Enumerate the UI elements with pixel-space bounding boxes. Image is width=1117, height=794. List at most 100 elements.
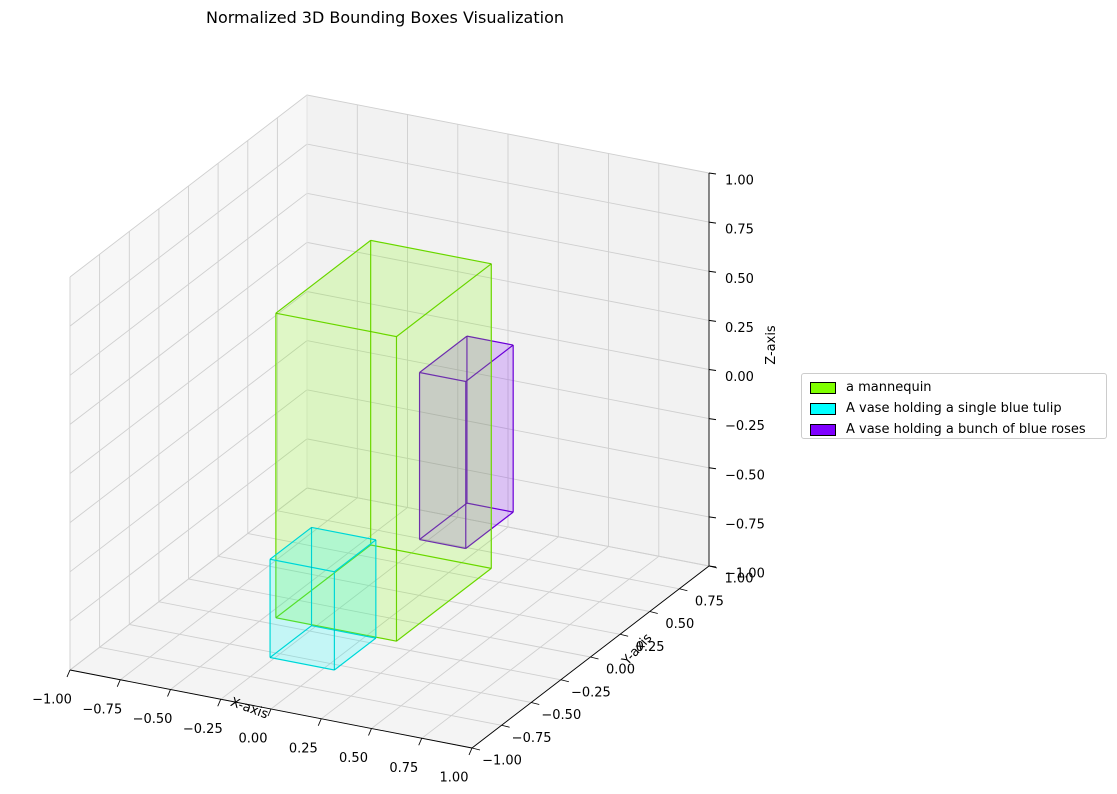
z-tick-label: −0.25 xyxy=(725,419,765,434)
y-tick-label: 0.75 xyxy=(695,594,724,609)
y-tick-label: −0.75 xyxy=(512,731,552,746)
box-edge-shade xyxy=(419,539,466,549)
x-tick xyxy=(167,689,171,697)
x-tick xyxy=(116,679,121,687)
legend-swatch xyxy=(810,423,836,436)
y-tick xyxy=(590,656,599,660)
box-edge xyxy=(269,558,335,573)
legend-label: a mannequin xyxy=(846,380,932,395)
box-edge xyxy=(466,335,514,346)
box-edge-shade xyxy=(419,335,468,373)
tick-marks: −1.00−0.75−0.50−0.250.000.250.500.751.00… xyxy=(32,172,765,786)
box-edge xyxy=(334,637,377,671)
x-tick xyxy=(317,718,322,726)
box-face xyxy=(275,240,371,618)
box-edge-shade xyxy=(466,502,514,513)
y-tick xyxy=(560,679,569,683)
box-a-vase-holding-a-bunch-of-blue-roses xyxy=(418,335,514,550)
box-face xyxy=(334,539,376,670)
z-tick xyxy=(708,319,717,322)
box-edge-shade xyxy=(334,539,377,573)
box-face xyxy=(370,240,492,569)
y-tick-label: 0.00 xyxy=(606,663,635,678)
y-grid-line xyxy=(276,117,680,590)
box-edge-shade xyxy=(275,544,371,619)
box-edge-shade xyxy=(334,637,377,671)
x-tick-label: −0.50 xyxy=(133,712,173,727)
x-tick-label: 0.00 xyxy=(239,732,268,747)
box-edge-shade xyxy=(311,625,376,639)
box-edge xyxy=(419,335,468,373)
y-grid-line xyxy=(158,208,561,681)
z-tick xyxy=(708,369,717,371)
box-a-mannequin xyxy=(275,239,492,642)
box-edge-shade xyxy=(370,239,492,265)
box-face xyxy=(275,240,492,337)
box-face xyxy=(275,545,492,642)
legend-item: a mannequin xyxy=(810,377,1098,398)
z-tick xyxy=(708,270,717,273)
box-edge xyxy=(396,263,492,338)
box-edge-shade xyxy=(465,344,514,382)
box-edge xyxy=(311,526,376,541)
x-tick xyxy=(66,669,71,678)
z-tick xyxy=(708,516,717,519)
box-edge-shade xyxy=(269,625,312,658)
box-edge xyxy=(419,538,466,550)
z-tick-label: 1.00 xyxy=(725,174,754,189)
box-edge-shade xyxy=(275,240,371,314)
x-tick xyxy=(217,699,222,707)
x-tick-label: −0.75 xyxy=(82,702,122,717)
box-edge-shade xyxy=(275,312,397,338)
x-tick-label: −1.00 xyxy=(32,693,72,708)
x-tick-label: 0.25 xyxy=(289,741,318,756)
box-edge-shade xyxy=(396,263,492,337)
box-edge-shade xyxy=(466,335,514,346)
x-tick-label: 0.75 xyxy=(389,761,418,776)
box-edge xyxy=(275,312,397,338)
box-edge-shade xyxy=(419,502,468,540)
box-face xyxy=(270,527,376,572)
box-face xyxy=(465,345,514,549)
x-tick xyxy=(468,747,473,756)
z-tick xyxy=(708,418,717,421)
y-tick-label: 1.00 xyxy=(725,572,754,587)
box-edge xyxy=(311,625,376,639)
box-edge xyxy=(370,544,492,569)
box-edge xyxy=(419,371,466,383)
z-tick-label: 0.50 xyxy=(725,272,754,287)
y-tick xyxy=(471,747,481,751)
box-edge-shade xyxy=(269,657,335,671)
x-tick xyxy=(418,738,423,746)
x-tick-label: −0.25 xyxy=(183,722,223,737)
box-edge-shade xyxy=(311,526,376,541)
box-face xyxy=(419,336,467,540)
box-edge xyxy=(465,344,514,382)
box-face xyxy=(311,527,376,639)
legend-item: A vase holding a single blue tulip xyxy=(810,398,1098,419)
x-tick xyxy=(267,708,272,717)
z-tick xyxy=(708,172,717,175)
box-edge xyxy=(370,239,492,265)
box-edge-shade xyxy=(419,372,466,382)
z-tick xyxy=(708,565,717,568)
y-tick-label: −1.00 xyxy=(482,754,522,769)
box-edge xyxy=(396,567,492,642)
y-grid-line xyxy=(217,163,621,635)
chart-title: Normalized 3D Bounding Boxes Visualizati… xyxy=(205,8,564,27)
box-face xyxy=(275,313,397,642)
box-face xyxy=(270,625,376,670)
box-edge xyxy=(465,511,514,549)
z-axis-label: Z-axis xyxy=(764,325,779,365)
y-grid-line xyxy=(247,140,650,612)
legend-swatch xyxy=(810,402,836,415)
box-edge xyxy=(269,656,335,671)
z-tick-label: 0.00 xyxy=(725,370,754,385)
y-tick-label: 0.25 xyxy=(636,640,665,655)
box-face xyxy=(466,336,514,513)
box-face xyxy=(270,527,312,658)
box-edge-shade xyxy=(269,558,335,573)
y-tick xyxy=(679,588,688,592)
bounding-boxes xyxy=(269,239,514,671)
